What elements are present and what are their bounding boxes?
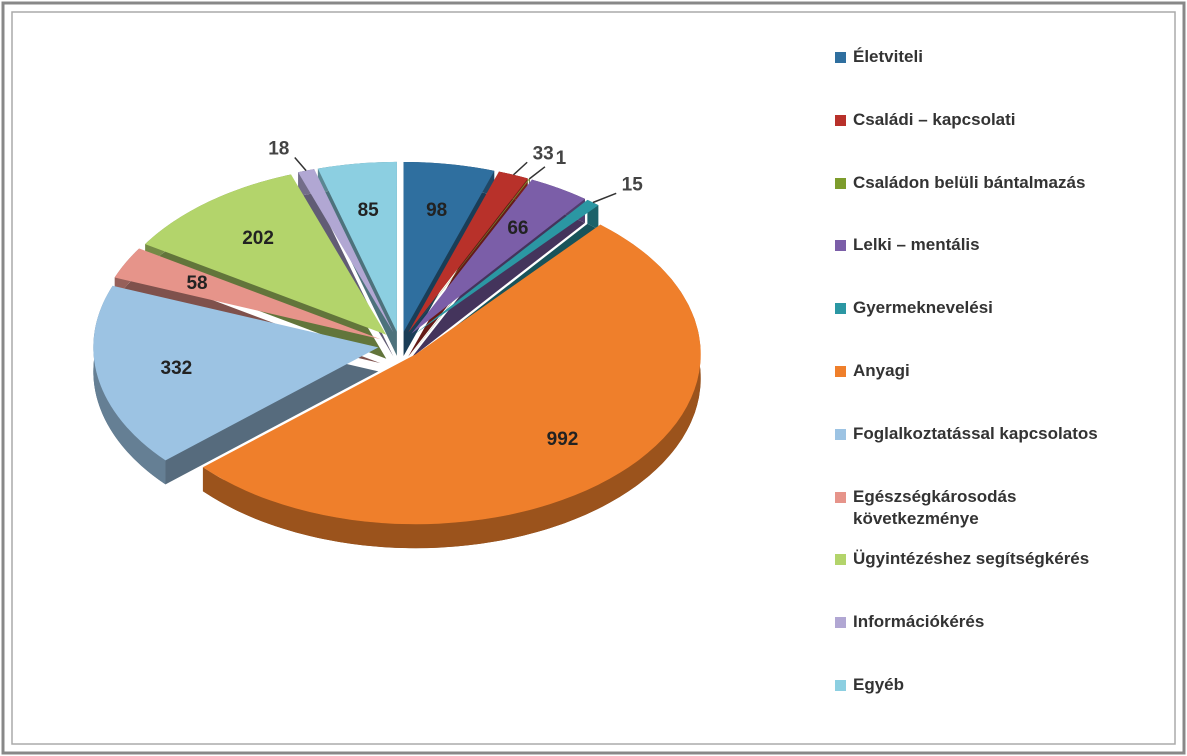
data-label: 332 xyxy=(161,358,193,379)
legend-item: Lelki – mentális xyxy=(835,234,1165,256)
slice xyxy=(298,169,394,333)
legend-item: Egyéb xyxy=(835,674,1165,696)
legend-label: Egészségkárosodás következménye xyxy=(853,486,1017,528)
legend-item: Ügyintézéshez segítségkérés xyxy=(835,548,1165,570)
slice xyxy=(403,161,495,332)
data-label: 98 xyxy=(426,200,447,221)
legend-label: Családi – kapcsolati xyxy=(853,109,1016,129)
slice xyxy=(411,179,585,334)
slice xyxy=(408,171,528,333)
legend-item: Egészségkárosodás következménye xyxy=(835,486,1165,530)
inner-border xyxy=(11,11,1176,745)
leader-line xyxy=(512,161,528,176)
slice xyxy=(114,248,381,340)
legend-swatch xyxy=(835,114,846,126)
legend-label: Anyagi xyxy=(853,361,910,380)
legend-label: Családon belüli bántalmazás xyxy=(853,172,1086,192)
slice xyxy=(93,285,379,461)
data-label: 33 xyxy=(533,143,554,164)
legend-swatch xyxy=(835,303,846,315)
leader-line xyxy=(528,166,546,180)
legend-swatch xyxy=(835,554,846,566)
slice-side xyxy=(202,224,701,549)
slice xyxy=(409,178,530,334)
legend-item: Családon belüli bántalmazás xyxy=(835,172,1165,194)
data-label: 992 xyxy=(547,429,579,450)
data-label: 18 xyxy=(268,139,289,160)
legend-swatch xyxy=(835,240,846,252)
legend-label: Foglalkoztatással kapcsolatos xyxy=(853,423,1098,443)
legend-swatch xyxy=(835,366,846,377)
legend-label: Életviteli xyxy=(853,47,923,66)
slice xyxy=(413,199,599,335)
legend-item: Életviteli xyxy=(835,46,1165,68)
legend-item: Foglalkoztatással kapcsolatos xyxy=(835,423,1165,445)
data-label: 1 xyxy=(556,148,567,169)
slice xyxy=(145,174,387,335)
legend-label: Információkérés xyxy=(853,612,985,632)
data-label: 85 xyxy=(358,200,380,221)
data-label: 202 xyxy=(242,228,274,249)
leader-line xyxy=(592,192,617,204)
legend-label: Gyermeknevelési xyxy=(853,298,993,318)
leader-line xyxy=(294,157,307,172)
slice xyxy=(317,161,397,332)
legend-item: Családi – kapcsolati xyxy=(835,109,1165,131)
slice xyxy=(202,224,701,525)
legend-item: Anyagi xyxy=(835,360,1165,382)
legend-label: Ügyintézéshez segítségkérés xyxy=(853,549,1090,569)
data-label: 58 xyxy=(186,273,207,294)
legend-swatch xyxy=(835,52,846,63)
slice-side xyxy=(93,285,166,485)
legend-swatch xyxy=(835,428,846,440)
legend-swatch xyxy=(835,491,846,503)
legend-swatch xyxy=(835,680,846,691)
data-label: 15 xyxy=(622,174,644,195)
legend-swatch xyxy=(835,177,846,189)
legend-item: Gyermeknevelési xyxy=(835,297,1165,319)
legend-swatch xyxy=(835,617,846,629)
legend-item: Információkérés xyxy=(835,611,1165,633)
legend-label: Egyéb xyxy=(853,675,905,694)
data-label: 66 xyxy=(507,218,528,239)
legend-label: Lelki – mentális xyxy=(853,235,980,255)
